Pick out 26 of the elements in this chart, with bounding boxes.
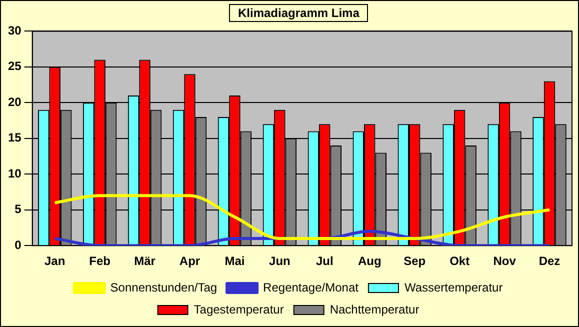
legend-label: Sonnenstunden/Tag <box>110 280 218 294</box>
y-tick-label: 5 <box>14 202 22 216</box>
x-tick-label: Jan <box>44 254 66 268</box>
legend-label: Tagestemperatur <box>194 302 284 316</box>
y-tick-label: 25 <box>8 59 22 74</box>
y-tick-label: 0 <box>14 238 22 252</box>
x-tick-label: Dez <box>538 254 560 268</box>
y-tick-label: 20 <box>8 94 22 109</box>
x-tick-label: Nov <box>493 254 516 268</box>
x-tick-label: Jul <box>316 254 334 268</box>
x-tick-label: Aug <box>358 254 382 268</box>
legend-label: Regentage/Monat <box>263 280 360 294</box>
legend-label: Wassertemperatur <box>404 280 503 294</box>
chart-title: Klimadiagramm Lima <box>229 4 368 22</box>
x-tick-label: Mai <box>224 254 245 268</box>
x-tick-label: Okt <box>450 254 470 268</box>
x-tick-label: Mär <box>134 254 156 268</box>
x-tick-label: Sep <box>404 254 426 268</box>
legend-label: Nachttemperatur <box>330 302 420 316</box>
y-tick-label: 10 <box>8 166 22 180</box>
x-tick-label: Feb <box>89 254 110 268</box>
x-tick-label: Apr <box>179 254 200 268</box>
y-tick-label: 15 <box>8 130 22 145</box>
x-tick-label: Jun <box>269 254 290 268</box>
line-series <box>53 194 552 240</box>
y-tick-label: 30 <box>8 24 22 38</box>
